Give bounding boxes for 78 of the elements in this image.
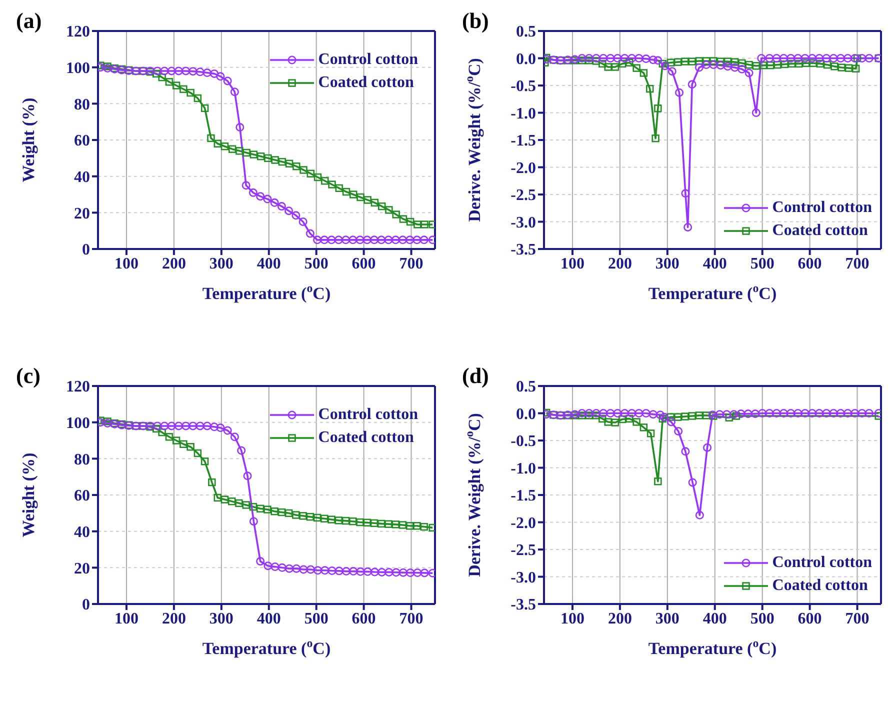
y-tick-label: 40 xyxy=(74,169,90,186)
y-tick-label: 100 xyxy=(66,60,90,78)
y-tick-label: -1.5 xyxy=(510,488,536,505)
x-axis-title: Temperature ($^{o}$C) xyxy=(648,281,777,303)
y-tick-label: -3.5 xyxy=(510,242,536,259)
x-tick-label: 100 xyxy=(560,255,584,272)
y-tick-label: -2.5 xyxy=(510,187,536,204)
legend-label: Control cotton xyxy=(318,405,418,425)
x-tick-label: 500 xyxy=(750,255,774,272)
y-tick-label: 0 xyxy=(82,596,90,614)
x-tick-label: 400 xyxy=(702,255,727,272)
x-tick-label: 700 xyxy=(845,610,870,628)
y-tick-label: -1.0 xyxy=(510,105,536,122)
y-tick-label: 60 xyxy=(74,488,90,505)
x-axis-title: Temperature ($^{o}$C) xyxy=(648,636,777,658)
y-tick-label: -3.0 xyxy=(510,214,536,232)
y-tick-label: -0.5 xyxy=(510,78,536,96)
y-tick-label: -1.5 xyxy=(510,132,536,150)
x-tick-label: 700 xyxy=(845,255,870,272)
y-tick-label: -3.5 xyxy=(510,596,536,614)
x-tick-label: 100 xyxy=(114,610,138,628)
y-tick-label: 80 xyxy=(74,96,90,114)
x-tick-label: 400 xyxy=(702,610,727,628)
y-tick-label: 0 xyxy=(82,242,90,259)
y-tick-label: -2.0 xyxy=(510,514,536,532)
legend-label: Control cotton xyxy=(772,198,872,218)
x-tick-label: 700 xyxy=(399,610,424,628)
y-tick-label: 0.5 xyxy=(516,378,536,396)
legend-label: Coated cotton xyxy=(318,73,414,93)
y-tick-label: -0.5 xyxy=(510,433,536,450)
y-tick-label: 100 xyxy=(66,415,90,432)
x-tick-label: 400 xyxy=(256,255,281,272)
x-tick-label: 300 xyxy=(655,255,680,272)
x-tick-label: 600 xyxy=(352,610,376,628)
x-tick-label: 200 xyxy=(162,255,186,272)
x-tick-label: 500 xyxy=(304,255,328,272)
y-tick-label: 0.0 xyxy=(516,50,536,68)
x-tick-label: 300 xyxy=(209,610,234,628)
y-tick-label: -2.5 xyxy=(510,542,536,560)
y-tick-label: 80 xyxy=(74,451,90,468)
x-tick-label: 600 xyxy=(798,610,822,628)
y-tick-label: 60 xyxy=(74,132,90,150)
y-tick-label: -2.0 xyxy=(510,160,536,177)
x-tick-label: 300 xyxy=(655,610,680,628)
x-tick-label: 300 xyxy=(209,255,234,272)
x-tick-label: 100 xyxy=(560,610,584,628)
x-tick-label: 100 xyxy=(114,255,138,272)
y-tick-label: 20 xyxy=(74,560,90,578)
y-tick-label: 0.0 xyxy=(516,406,536,423)
x-tick-label: 200 xyxy=(162,610,186,628)
legend-label: Control cotton xyxy=(772,553,872,573)
y-tick-label: 40 xyxy=(74,524,90,542)
y-axis-title: Weight (%) xyxy=(19,98,38,182)
legend-label: Coated cotton xyxy=(772,576,868,596)
y-tick-label: -3.0 xyxy=(510,569,536,586)
legend-label: Coated cotton xyxy=(772,221,868,241)
x-tick-label: 500 xyxy=(750,610,774,628)
x-tick-label: 600 xyxy=(798,255,822,272)
x-axis-title: Temperature ($^{o}$C) xyxy=(202,281,331,303)
y-tick-label: 120 xyxy=(66,378,90,396)
y-tick-label: 120 xyxy=(66,24,90,41)
x-tick-label: 700 xyxy=(399,255,424,272)
chart-title: (d) xyxy=(462,363,489,389)
x-tick-label: 500 xyxy=(304,610,328,628)
x-tick-label: 200 xyxy=(608,610,632,628)
chart-title: (c) xyxy=(16,363,40,389)
chart-title: (b) xyxy=(462,8,489,34)
x-tick-label: 600 xyxy=(352,255,376,272)
y-tick-label: 20 xyxy=(74,205,90,222)
x-tick-label: 400 xyxy=(256,610,281,628)
x-tick-label: 200 xyxy=(608,255,632,272)
x-axis-title: Temperature ($^{o}$C) xyxy=(202,636,331,658)
legend-label: Control cotton xyxy=(318,50,418,70)
y-tick-label: -1.0 xyxy=(510,460,536,478)
y-tick-label: 0.5 xyxy=(516,24,536,41)
legend-label: Coated cotton xyxy=(318,428,414,448)
y-axis-title: Weight (%) xyxy=(19,452,38,538)
chart-title: (a) xyxy=(16,8,42,34)
